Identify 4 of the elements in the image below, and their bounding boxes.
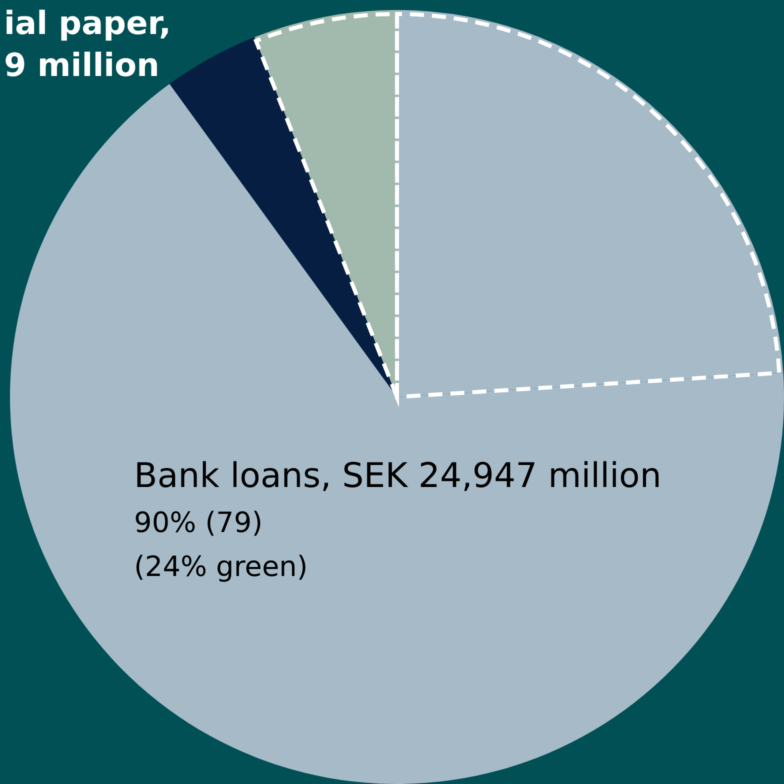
text: 90% (79): [134, 506, 263, 539]
slice-label: Bank loans, SEK 24,947 million: [134, 456, 662, 496]
slice-label: ial paper, 9 million: [4, 4, 172, 84]
text: (24% green): [134, 550, 308, 583]
